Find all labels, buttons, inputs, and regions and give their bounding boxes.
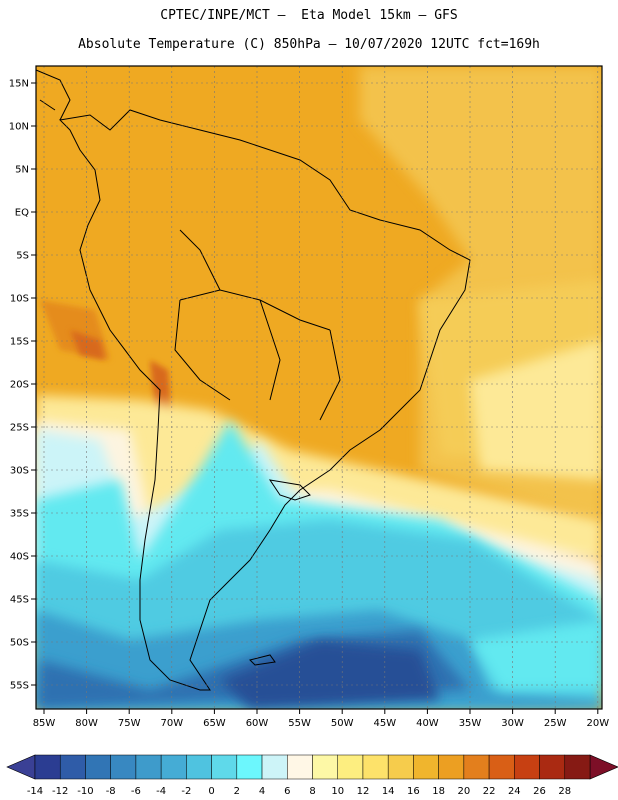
title-line-2: Absolute Temperature (C) 850hPa – 10/07/… xyxy=(78,37,540,52)
colorbar-label: 20 xyxy=(457,786,470,797)
coastlines xyxy=(35,69,471,691)
colorbar-label: 24 xyxy=(508,786,521,797)
lon-label: 35W xyxy=(459,718,482,729)
colorbar-swatch xyxy=(539,754,566,780)
colorbar-swatch xyxy=(110,754,137,780)
colorbar-swatch xyxy=(85,754,111,780)
colorbar-swatch xyxy=(261,754,288,780)
longitude-labels: 85W 80W 75W 70W 65W 60W 55W 50W 45W 40W 35W 30W 25W 2… xyxy=(33,709,609,729)
colorbar-swatch xyxy=(160,754,187,780)
lat-label: 20S xyxy=(10,380,29,391)
colorbar-label: 0 xyxy=(208,786,214,797)
lat-label: 15N xyxy=(9,79,29,90)
lat-label: 35S xyxy=(10,509,29,520)
colorbar-swatch xyxy=(135,754,162,780)
graticule xyxy=(36,66,602,709)
colorbar-label: 8 xyxy=(309,786,315,797)
colorbar-swatch xyxy=(413,754,439,780)
lon-label: 70W xyxy=(160,718,183,729)
title-line-1: CPTEC/INPE/MCT – Eta Model 15km – GFS xyxy=(160,8,458,23)
colorbar-label: -8 xyxy=(106,786,116,797)
lat-label: 5S xyxy=(16,251,29,262)
colorbar-label: -10 xyxy=(77,786,93,797)
colorbar-label: 28 xyxy=(558,786,571,797)
temperature-field xyxy=(36,66,602,709)
colorbar-swatch xyxy=(312,754,338,780)
lon-label: 75W xyxy=(118,718,141,729)
lat-label: 5N xyxy=(15,165,29,176)
colorbar-label: -2 xyxy=(181,786,191,797)
colorbar-swatch xyxy=(337,754,364,780)
colorbar-under-arrow xyxy=(6,754,36,780)
colorbar-swatch xyxy=(387,754,414,780)
lat-label: EQ xyxy=(15,208,29,219)
colorbar-label: 2 xyxy=(234,786,240,797)
colorbar-label: 10 xyxy=(331,786,344,797)
colorbar-swatch xyxy=(236,754,263,780)
country-borders xyxy=(174,229,341,421)
colorbar-swatch xyxy=(463,754,490,780)
colorbar-labels: -14 -12 -10 -8 -6 -4 -2 0 2 4 6 8 10 12 14 16 18 20 22 24 26… xyxy=(27,786,571,797)
colorbar-label: 4 xyxy=(259,786,265,797)
lon-label: 60W xyxy=(246,718,269,729)
lon-label: 40W xyxy=(416,718,439,729)
colorbar-label: -4 xyxy=(156,786,166,797)
south-america-coast xyxy=(58,109,471,691)
lon-label: 85W xyxy=(33,718,56,729)
lat-label: 15S xyxy=(10,337,29,348)
pale-yellow-east xyxy=(470,340,602,480)
colorbar-swatch xyxy=(362,754,389,780)
hot-core-west xyxy=(70,330,105,360)
rio-de-la-plata xyxy=(268,479,311,501)
colorbar-label: -14 xyxy=(27,786,43,797)
colorbar-swatch xyxy=(34,754,61,780)
lon-label: 65W xyxy=(203,718,226,729)
cyan-swirl xyxy=(470,620,602,690)
colorbar-over-arrow xyxy=(589,754,618,780)
lon-label: 80W xyxy=(75,718,98,729)
colorbar-label: -12 xyxy=(52,786,68,797)
colorbar-label: 16 xyxy=(407,786,420,797)
colorbar-swatch xyxy=(514,754,540,780)
lat-label: 10S xyxy=(10,294,29,305)
latitude-labels: 15N 10N 5N EQ 5S 10S 15S 20S 25S 30S 35S 40S 45S 50S 5… xyxy=(9,79,36,692)
lat-label: 25S xyxy=(10,423,29,434)
lon-label: 50W xyxy=(331,718,354,729)
map-frame xyxy=(35,65,603,710)
colorbar-label: 18 xyxy=(432,786,445,797)
colorbar-label: 22 xyxy=(483,786,496,797)
colorbar-swatch xyxy=(211,754,238,780)
lat-label: 50S xyxy=(10,638,29,649)
colorbar-swatch xyxy=(488,754,515,780)
colorbar-label: 6 xyxy=(284,786,290,797)
colorbar-swatch xyxy=(438,754,465,780)
lat-label: 55S xyxy=(10,681,29,692)
colorbar-swatch xyxy=(186,754,212,780)
colorbar-swatch xyxy=(287,754,313,780)
colorbar-label: 26 xyxy=(533,786,546,797)
colorbar-swatch xyxy=(59,754,86,780)
colorbar-label: 14 xyxy=(382,786,395,797)
lon-label: 20W xyxy=(586,718,609,729)
lat-label: 10N xyxy=(9,122,29,133)
colorbar xyxy=(6,754,618,780)
lat-label: 40S xyxy=(10,552,29,563)
lon-label: 55W xyxy=(288,718,311,729)
colorbar-swatch xyxy=(564,754,591,780)
colorbar-label: 12 xyxy=(357,786,370,797)
lat-label: 45S xyxy=(10,595,29,606)
lat-label: 30S xyxy=(10,466,29,477)
falklands xyxy=(249,654,276,666)
lon-label: 25W xyxy=(544,718,567,729)
lon-label: 30W xyxy=(501,718,524,729)
lon-label: 45W xyxy=(373,718,396,729)
central-america xyxy=(35,69,71,121)
colorbar-label: -6 xyxy=(131,786,141,797)
